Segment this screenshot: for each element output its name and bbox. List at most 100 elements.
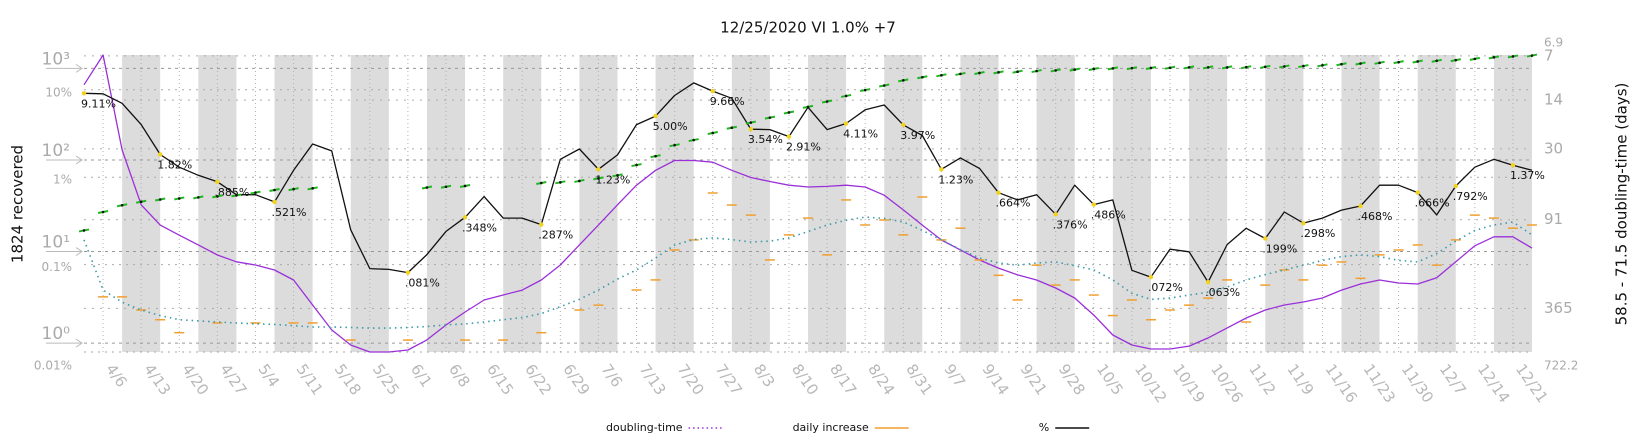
cumulative-dot — [425, 186, 429, 189]
legend-label: % — [1039, 421, 1049, 434]
x-tick-label: 4/20 — [178, 361, 212, 399]
cumulative-dot — [539, 181, 543, 185]
x-tick-label: 11/23 — [1360, 361, 1400, 407]
cumulative-dot — [825, 100, 829, 103]
cumulative-dot — [1130, 66, 1134, 70]
y2-limit-label: 722.2 — [1544, 359, 1578, 373]
cumulative-dot — [463, 184, 467, 188]
data-label: 9.66% — [710, 95, 745, 108]
y2-tick-label: 7 — [1544, 46, 1554, 64]
x-tick-label: 6/1 — [407, 361, 436, 391]
label-dot — [1053, 212, 1058, 217]
cumulative-dot — [1378, 61, 1381, 65]
tick-arrow — [46, 247, 83, 256]
cumulative-dot — [940, 74, 943, 77]
tick-arrow — [46, 155, 83, 165]
y-tick-label: 10³ — [42, 49, 70, 69]
data-label: 1.23% — [938, 173, 973, 186]
cumulative-dot — [1168, 66, 1172, 70]
y2-tick-label: 14 — [1544, 91, 1563, 109]
x-tick-label: 11/9 — [1283, 361, 1317, 399]
x-tick-label: 10/5 — [1093, 361, 1127, 399]
x-tick-label: 5/11 — [293, 361, 327, 399]
label-dot — [1453, 183, 1458, 189]
x-tick-label: 4/6 — [102, 361, 131, 391]
data-label: .666% — [1415, 197, 1450, 210]
cumulative-dot — [978, 71, 981, 75]
label-dot — [1148, 274, 1154, 280]
cumulative-dot — [730, 126, 734, 130]
y-tick-label: 10² — [42, 141, 70, 161]
x-tick-label: 8/24 — [864, 361, 898, 399]
cumulative-dot — [711, 131, 715, 135]
cumulative-dot — [673, 143, 676, 147]
legend-label: daily increase — [793, 421, 869, 434]
cumulative-dot — [1359, 62, 1362, 65]
x-tick-label: 10/12 — [1131, 361, 1171, 407]
cumulative-dot — [1016, 70, 1019, 73]
data-label: .072% — [1148, 281, 1183, 294]
cumulative-dot — [254, 191, 257, 194]
cumulative-dot — [1244, 65, 1248, 69]
y-axis-title: 1824 recovered — [9, 145, 27, 263]
data-label: .348% — [462, 221, 497, 234]
cumulative-dot — [177, 197, 181, 200]
x-tick-label: 7/27 — [712, 361, 746, 399]
data-label: 3.54% — [748, 133, 783, 146]
label-dot — [996, 190, 1001, 195]
x-tick-label: 9/21 — [1017, 361, 1051, 399]
label-dot — [1091, 202, 1096, 207]
x-tick-label: 10/26 — [1207, 361, 1247, 407]
x-tick-label: 7/13 — [636, 361, 670, 399]
cumulative-dot — [1073, 68, 1077, 71]
x-tick-label: 7/20 — [674, 361, 708, 399]
cumulative-dot — [749, 121, 753, 124]
cumulative-dot — [1225, 66, 1229, 69]
cumulative-dot — [1454, 58, 1458, 62]
cumulative-dot — [1530, 54, 1534, 57]
cumulative-dot — [1435, 59, 1439, 63]
label-dot — [939, 167, 944, 172]
y-tick-label: 10⁰ — [42, 324, 71, 344]
label-dot — [272, 199, 277, 205]
data-label: 3.97% — [900, 129, 935, 142]
data-label: .468% — [1358, 210, 1393, 223]
cumulative-dot — [959, 72, 962, 76]
cumulative-dot — [882, 84, 886, 87]
label-dot — [462, 215, 468, 220]
y2-tick-label: 30 — [1544, 139, 1563, 157]
x-tick-label: 6/15 — [483, 361, 517, 399]
x-tick-label: 12/7 — [1436, 361, 1470, 399]
cumulative-dot — [216, 195, 219, 198]
x-tick-label: 5/18 — [331, 361, 365, 399]
y3-tick-label: 1% — [53, 173, 72, 187]
x-tick-label: 4/27 — [216, 361, 250, 399]
data-label: .376% — [1053, 218, 1088, 231]
cumulative-dot — [1035, 69, 1038, 73]
cumulative-dot — [311, 187, 314, 190]
label-dot — [81, 91, 87, 96]
cumulative-dot — [139, 200, 143, 204]
cumulative-dot — [578, 179, 581, 183]
data-label: 4.11% — [843, 128, 878, 141]
x-tick-label: 9/14 — [979, 361, 1013, 399]
cumulative-dot — [82, 229, 86, 232]
label-dot — [1358, 203, 1363, 209]
cumulative-dot — [997, 71, 1000, 74]
cumulative-dot — [559, 181, 562, 184]
x-tick-label: 8/10 — [788, 361, 822, 399]
data-label: .298% — [1300, 227, 1335, 240]
data-label: 5.00% — [653, 120, 688, 133]
cumulative-dot — [616, 174, 619, 177]
cumulative-dot — [1206, 66, 1210, 69]
legend-label: doubling-time — [606, 421, 683, 434]
label-dot — [710, 88, 715, 94]
cumulative-dot — [1473, 57, 1477, 61]
label-dot — [539, 222, 544, 227]
y3-tick-label: 0.1% — [42, 260, 73, 274]
cumulative-dot — [806, 105, 810, 109]
cumulative-dot — [1321, 64, 1324, 67]
x-tick-label: 6/29 — [559, 361, 593, 399]
x-tick-label: 9/28 — [1055, 361, 1089, 399]
